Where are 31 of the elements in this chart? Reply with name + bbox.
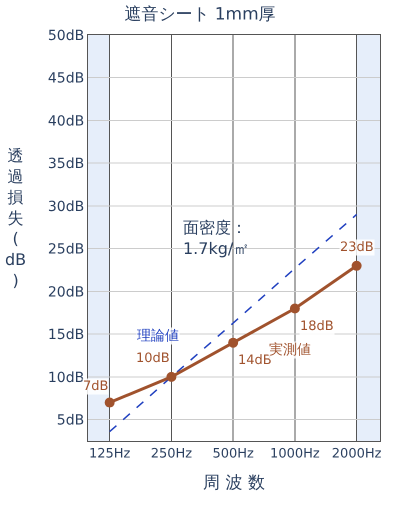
y-tick-label: 10dB [48, 370, 84, 386]
x-tick-label: 2000Hz [332, 446, 382, 462]
data-label: 10dB [136, 351, 170, 366]
point [166, 372, 176, 382]
point [104, 398, 115, 408]
x-tick-label: 500Hz [212, 446, 254, 462]
y-tick-label: 35dB [48, 156, 84, 172]
data-label: 7dB [83, 379, 108, 394]
point [228, 338, 238, 348]
x-tick-label: 1000Hz [270, 446, 320, 462]
y-tick-label: 30dB [48, 198, 84, 215]
data-label: 23dB [340, 240, 374, 255]
annotation: 面密度： 1.7kg/㎡ [183, 218, 250, 258]
y-axis-title: 透過損失(dB) [5, 146, 26, 290]
data-label: 14dB [238, 353, 272, 368]
x-tick-label: 250Hz [150, 446, 192, 462]
y-tick-label: 40dB [48, 113, 84, 130]
chart-title: 遮音シート 1mm厚 [124, 4, 276, 25]
y-tick-label: 45dB [48, 70, 84, 87]
series-label: 実測値 [269, 342, 311, 358]
y-tick-label: 50dB [48, 28, 84, 44]
y-tick-label: 15dB [48, 327, 84, 344]
x-axis-title: 周 波 数 [203, 473, 265, 493]
y-tick-label: 25dB [48, 242, 84, 258]
y-tick-label: 20dB [48, 284, 84, 300]
point [352, 260, 362, 271]
data-label: 18dB [300, 319, 334, 334]
point [290, 304, 300, 314]
x-tick-label: 125Hz [88, 446, 131, 462]
y-tick-label: 5dB [56, 412, 84, 429]
series-label: 理論値 [137, 328, 179, 344]
